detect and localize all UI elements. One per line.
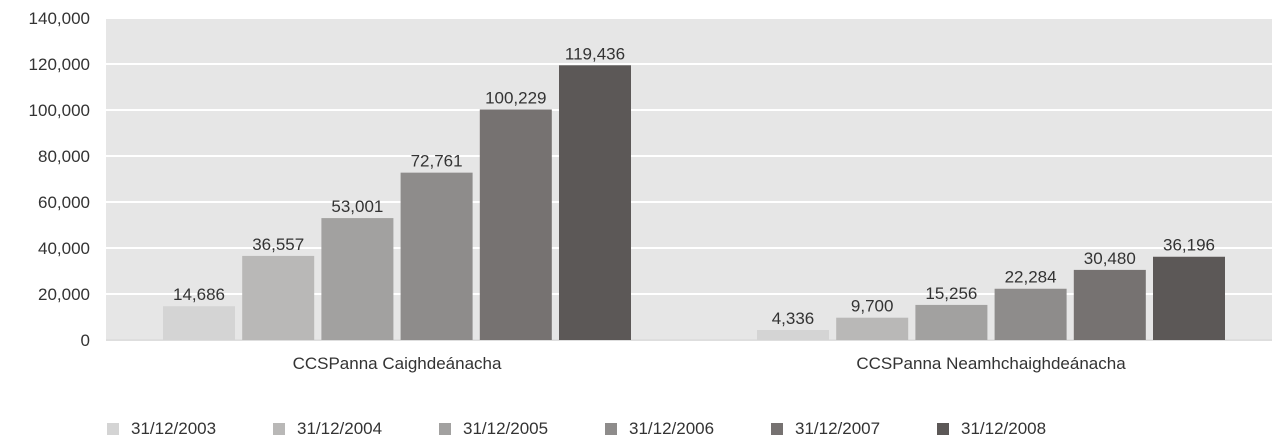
bar	[242, 255, 315, 340]
y-tick-label: 100,000	[29, 101, 90, 120]
y-tick-label: 60,000	[38, 193, 90, 212]
legend-swatch	[439, 423, 451, 435]
legend-swatch	[605, 423, 617, 435]
y-tick-label: 0	[81, 331, 90, 350]
legend-swatch	[937, 423, 949, 435]
data-label: 100,229	[485, 88, 546, 107]
legend-label: 31/12/2004	[297, 419, 382, 438]
data-label: 15,256	[925, 284, 977, 303]
legend-label: 31/12/2008	[961, 419, 1046, 438]
bar	[1153, 256, 1225, 340]
bar	[321, 218, 394, 340]
data-label: 14,686	[173, 285, 225, 304]
data-label: 36,557	[252, 235, 304, 254]
y-tick-label: 40,000	[38, 239, 90, 258]
data-label: 22,284	[1005, 268, 1057, 287]
x-category-label: CCSPanna Caighdeánacha	[293, 354, 502, 373]
data-label: 9,700	[851, 297, 894, 316]
data-label: 30,480	[1084, 249, 1136, 268]
data-label: 4,336	[772, 309, 815, 328]
y-tick-label: 80,000	[38, 147, 90, 166]
y-tick-label: 120,000	[29, 55, 90, 74]
y-tick-label: 140,000	[29, 9, 90, 28]
legend-swatch	[771, 423, 783, 435]
bar	[400, 172, 473, 340]
bar	[836, 317, 909, 340]
data-label: 72,761	[411, 152, 463, 171]
bar	[915, 304, 988, 340]
y-tick-label: 20,000	[38, 285, 90, 304]
bar	[559, 65, 631, 340]
bar	[479, 109, 552, 340]
legend-label: 31/12/2003	[131, 419, 216, 438]
legend-swatch	[273, 423, 285, 435]
legend-swatch	[107, 423, 119, 435]
x-category-label: CCSPanna Neamhchaighdeánacha	[856, 354, 1126, 373]
bar	[163, 306, 235, 340]
legend-label: 31/12/2005	[463, 419, 548, 438]
bar	[994, 288, 1067, 340]
legend-label: 31/12/2007	[795, 419, 880, 438]
bar	[1073, 269, 1146, 340]
legend-label: 31/12/2006	[629, 419, 714, 438]
data-label: 36,196	[1163, 236, 1215, 255]
data-label: 53,001	[331, 197, 383, 216]
data-label: 119,436	[565, 44, 625, 63]
bar	[757, 330, 829, 340]
